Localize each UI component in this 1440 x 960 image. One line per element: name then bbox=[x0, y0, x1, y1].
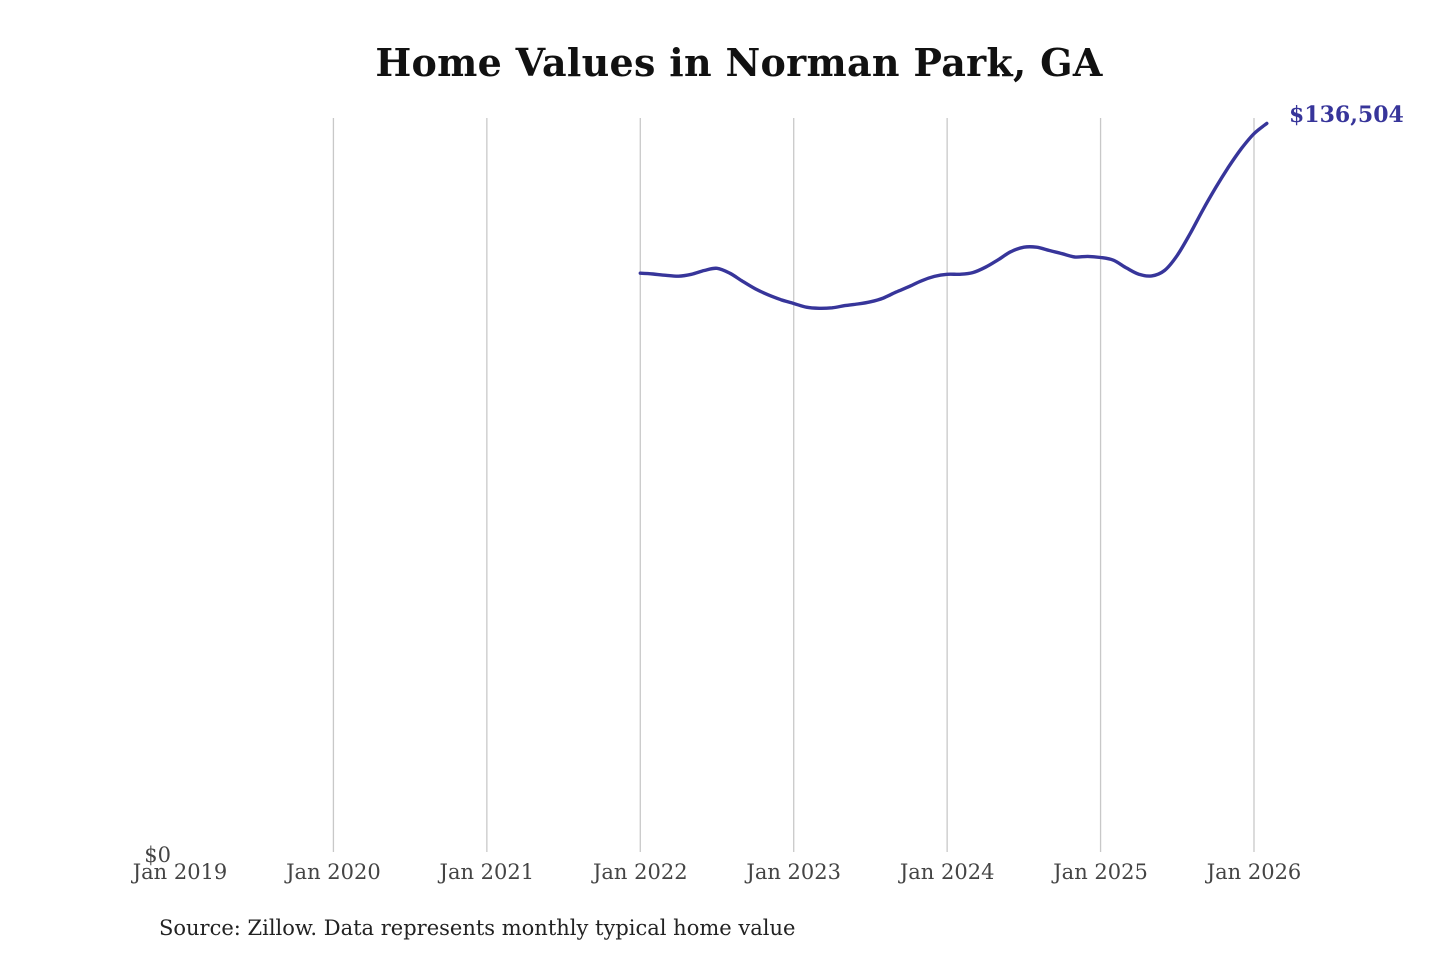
source-note: Source: Zillow. Data represents monthly … bbox=[159, 916, 796, 940]
x-tick-label: Jan 2020 bbox=[284, 860, 381, 884]
series-layer bbox=[638, 121, 1269, 311]
x-tick-label: Jan 2024 bbox=[898, 860, 995, 884]
x-tick-label: Jan 2021 bbox=[438, 860, 535, 884]
x-tick-label: Jan 2023 bbox=[744, 860, 841, 884]
label-layer: Jan 2019 Jan 2020 Jan 2021 Jan 2022 Jan 2023… bbox=[131, 102, 1404, 884]
x-tick-label: Jan 2026 bbox=[1205, 860, 1302, 884]
end-value-label: $136,504 bbox=[1289, 102, 1404, 128]
gridlines bbox=[332, 118, 1255, 852]
x-tick-label: Jan 2019 bbox=[131, 860, 228, 884]
home-value-line bbox=[638, 121, 1269, 311]
chart-title: Home Values in Norman Park, GA bbox=[375, 40, 1103, 85]
x-tick-label: Jan 2025 bbox=[1051, 860, 1148, 884]
x-tick-label: Jan 2022 bbox=[591, 860, 688, 884]
y-tick-label: $0 bbox=[144, 843, 171, 867]
